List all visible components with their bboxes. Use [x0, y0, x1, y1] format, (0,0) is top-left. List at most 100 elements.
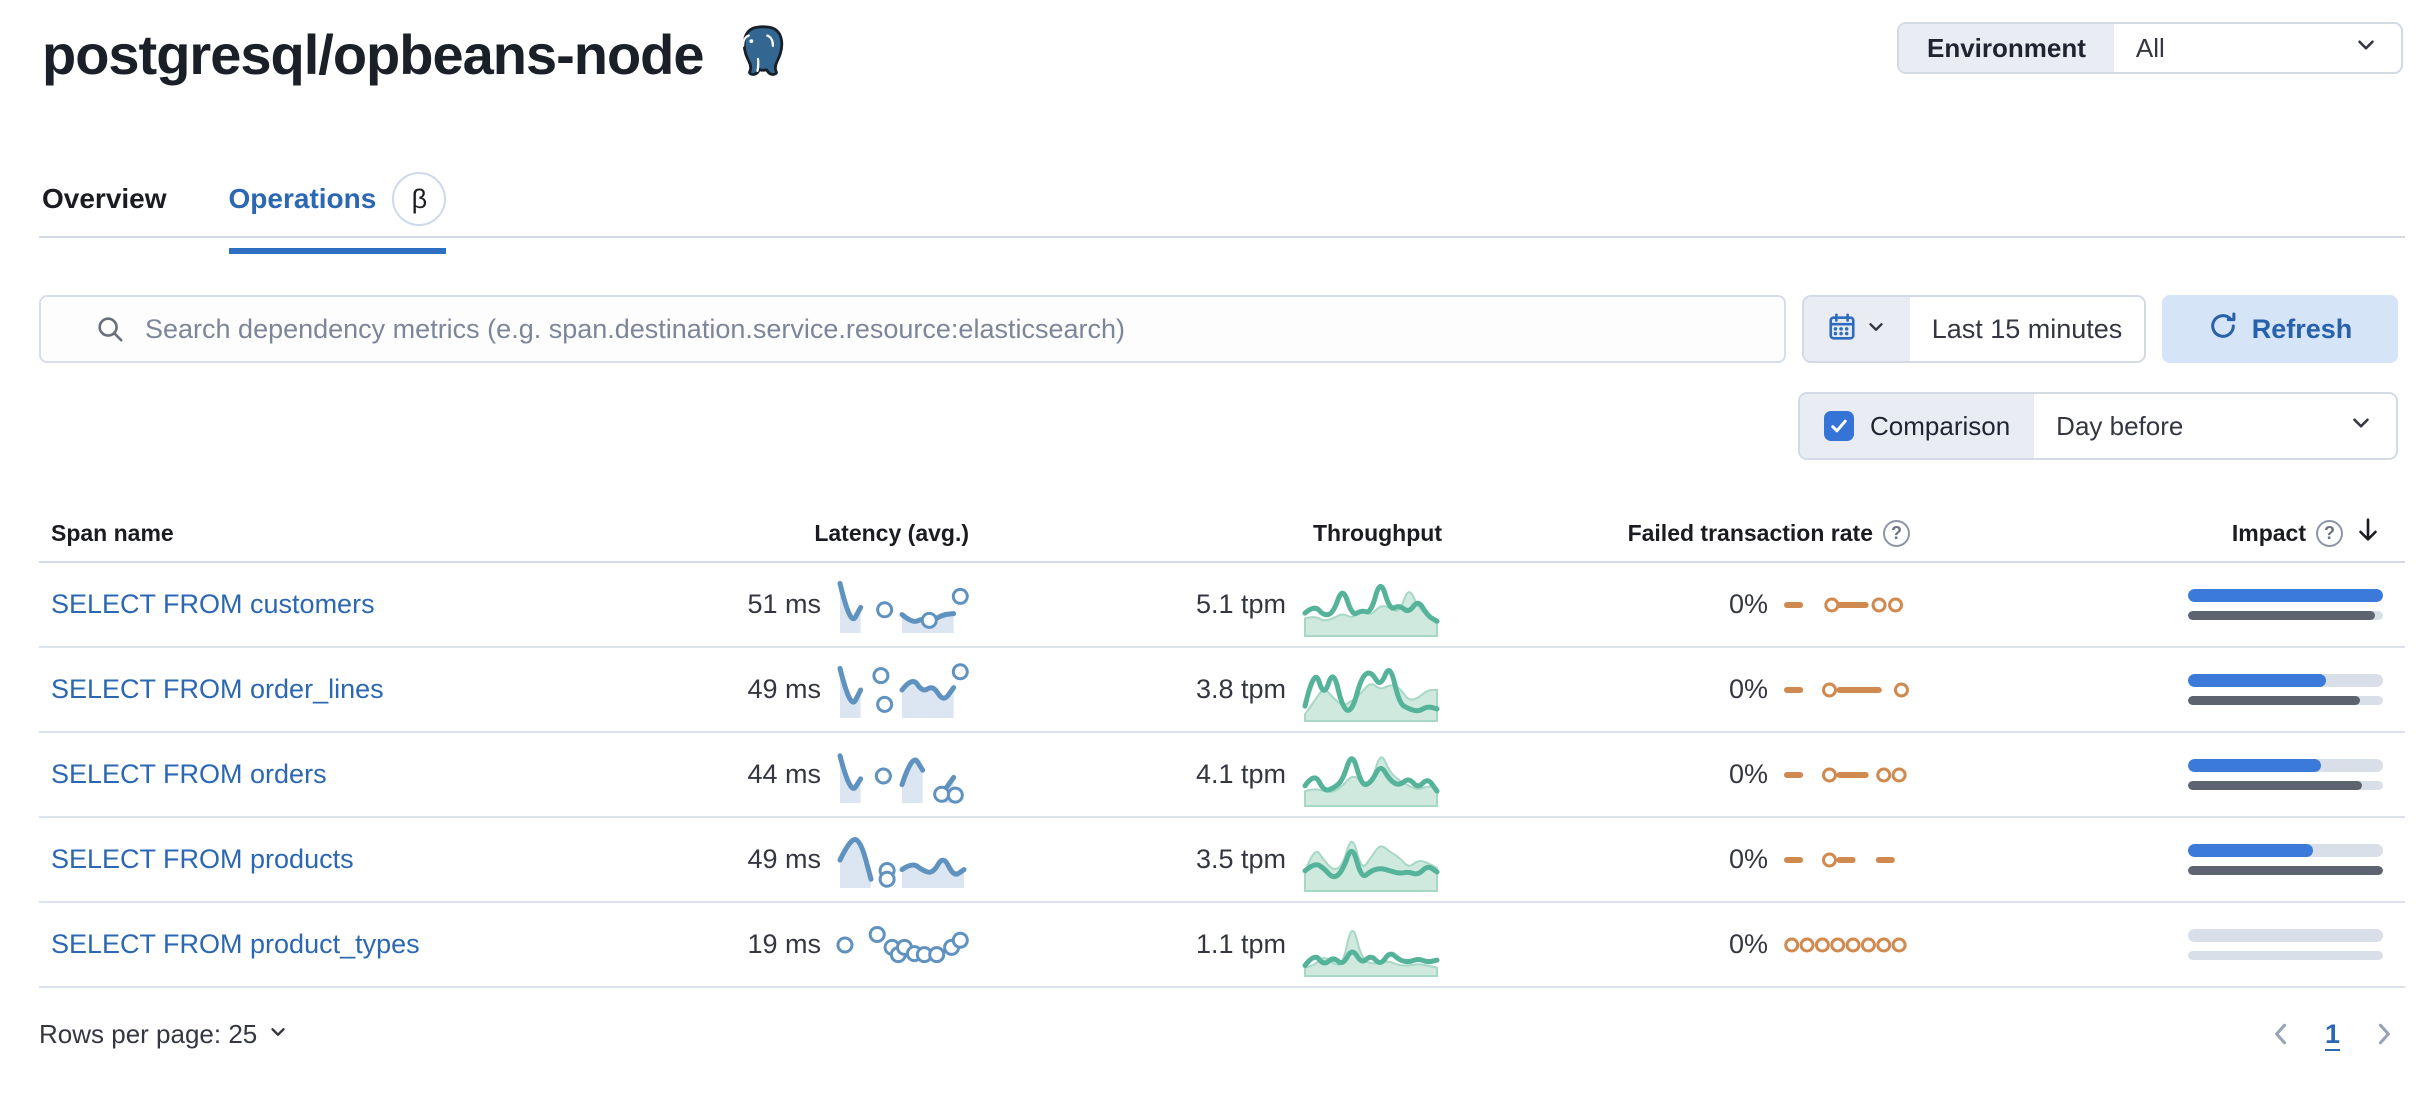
- impact-bar-previous: [2188, 951, 2383, 960]
- impact-bar-current: [2188, 759, 2383, 772]
- tab-overview-label: Overview: [42, 183, 167, 214]
- help-icon[interactable]: ?: [1883, 519, 1910, 547]
- table-body: SELECT FROM customers 51 ms 5.1 tpm 0%: [39, 563, 2405, 988]
- chevron-left-icon: [2275, 1023, 2287, 1045]
- chevron-right-icon: [2378, 1023, 2390, 1045]
- throughput-sparkline: [1300, 913, 1442, 977]
- span-name-link[interactable]: SELECT FROM customers: [51, 589, 375, 619]
- previous-page-button[interactable]: [2267, 1020, 2295, 1048]
- comparison-value: Day before: [2056, 410, 2184, 441]
- column-header-latency[interactable]: Latency (avg.): [639, 520, 969, 547]
- failed-rate-value: 0%: [1728, 759, 1768, 789]
- table-row: SELECT FROM product_types 19 ms 1.1 tpm …: [39, 903, 2405, 988]
- search-box: [39, 295, 1786, 363]
- chevron-down-icon: [1865, 316, 1887, 343]
- impact-bar-previous: [2188, 781, 2383, 790]
- tab-bar: Overview Operations β: [42, 172, 447, 254]
- comparison-select[interactable]: Day before: [2034, 394, 2396, 458]
- column-header-failed-rate[interactable]: Failed transaction rate ?: [1442, 519, 1930, 547]
- tab-bar-divider: [39, 236, 2405, 238]
- latency-sparkline: [835, 746, 969, 804]
- table-footer: Rows per page: 25 1: [39, 1002, 2398, 1066]
- table-row: SELECT FROM order_lines 49 ms 3.8 tpm 0%: [39, 648, 2405, 733]
- failed-rate-sparkline: [1782, 755, 1910, 795]
- column-header-impact[interactable]: Impact ?: [1930, 515, 2405, 551]
- throughput-value: 5.1 tpm: [1195, 589, 1286, 619]
- help-icon[interactable]: ?: [2316, 519, 2343, 547]
- time-range-button[interactable]: Last 15 minutes: [1910, 297, 2144, 361]
- column-header-throughput[interactable]: Throughput: [969, 520, 1442, 547]
- page-title: postgresql/opbeans-node: [42, 23, 704, 86]
- search-icon: [98, 317, 123, 342]
- date-picker: Last 15 minutes: [1802, 295, 2146, 363]
- throughput-value: 3.5 tpm: [1195, 844, 1286, 874]
- search-input[interactable]: [39, 295, 1786, 363]
- comparison-row: Comparison Day before: [1798, 392, 2398, 460]
- table-row: SELECT FROM orders 44 ms 4.1 tpm 0%: [39, 733, 2405, 818]
- impact-bar-current: [2188, 589, 2383, 602]
- next-page-button[interactable]: [2370, 1020, 2398, 1048]
- comparison-toggle: Comparison: [1800, 394, 2035, 458]
- page-number[interactable]: 1: [2324, 1018, 2340, 1049]
- span-name-link[interactable]: SELECT FROM orders: [51, 759, 327, 789]
- latency-sparkline: [835, 916, 969, 974]
- comparison-checkbox[interactable]: [1824, 411, 1854, 441]
- impact-header-label: Impact: [2231, 519, 2306, 546]
- impact-bars: [2188, 759, 2383, 790]
- refresh-icon: [2208, 311, 2238, 348]
- tab-operations-label: Operations: [228, 183, 377, 214]
- throughput-sparkline: [1300, 573, 1442, 637]
- impact-bars: [2188, 589, 2383, 620]
- failed-rate-sparkline: [1782, 585, 1910, 625]
- comparison-control: Comparison Day before: [1798, 392, 2398, 460]
- throughput-value: 4.1 tpm: [1195, 759, 1286, 789]
- failed-rate-sparkline: [1782, 670, 1910, 710]
- throughput-value: 3.8 tpm: [1195, 674, 1286, 704]
- latency-value: 49 ms: [747, 674, 821, 704]
- impact-bars: [2188, 929, 2383, 960]
- latency-sparkline: [835, 661, 969, 719]
- tab-operations[interactable]: Operations β: [228, 172, 447, 254]
- latency-value: 44 ms: [747, 759, 821, 789]
- impact-bar-current: [2188, 674, 2383, 687]
- throughput-value: 1.1 tpm: [1195, 929, 1286, 959]
- span-name-link[interactable]: SELECT FROM order_lines: [51, 674, 384, 704]
- span-name-link[interactable]: SELECT FROM products: [51, 844, 354, 874]
- beta-badge: β: [392, 172, 447, 226]
- chevron-down-icon: [2353, 32, 2379, 65]
- time-range-value: Last 15 minutes: [1931, 313, 2123, 344]
- impact-bar-previous: [2188, 866, 2383, 875]
- latency-value: 51 ms: [747, 589, 821, 619]
- span-name-link[interactable]: SELECT FROM product_types: [51, 929, 420, 959]
- column-header-span-name[interactable]: Span name: [39, 520, 639, 547]
- refresh-button[interactable]: Refresh: [2162, 295, 2398, 363]
- failed-rate-value: 0%: [1728, 929, 1768, 959]
- calendar-icon: [1827, 312, 1857, 347]
- environment-value: All: [2135, 32, 2165, 63]
- failed-rate-header-label: Failed transaction rate: [1627, 519, 1873, 546]
- date-picker-calendar-button[interactable]: [1804, 297, 1910, 361]
- environment-select[interactable]: All: [2114, 24, 2401, 72]
- check-icon: [1831, 419, 1847, 433]
- page-header: postgresql/opbeans-node: [42, 22, 786, 87]
- throughput-header-label: Throughput: [1312, 519, 1442, 546]
- tab-overview[interactable]: Overview: [42, 172, 167, 254]
- impact-bars: [2188, 844, 2383, 875]
- latency-sparkline: [835, 831, 969, 889]
- impact-bars: [2188, 674, 2383, 705]
- latency-value: 19 ms: [747, 929, 821, 959]
- comparison-label: Comparison: [1870, 410, 2011, 441]
- sort-desc-arrow-icon: [2353, 515, 2383, 551]
- throughput-sparkline: [1300, 658, 1442, 722]
- chevron-down-icon: [267, 1019, 289, 1050]
- pagination: 1: [2267, 1019, 2398, 1050]
- rows-per-page-button[interactable]: Rows per page: 25: [39, 1019, 289, 1050]
- operations-table: Span name Latency (avg.) Throughput Fail…: [39, 505, 2405, 988]
- failed-rate-value: 0%: [1728, 844, 1768, 874]
- postgresql-icon: [730, 23, 786, 86]
- table-row: SELECT FROM products 49 ms 3.5 tpm 0%: [39, 818, 2405, 903]
- chevron-down-icon: [2348, 410, 2374, 443]
- impact-bar-current: [2188, 929, 2383, 942]
- span-name-header-label: Span name: [51, 519, 174, 546]
- failed-rate-value: 0%: [1728, 589, 1768, 619]
